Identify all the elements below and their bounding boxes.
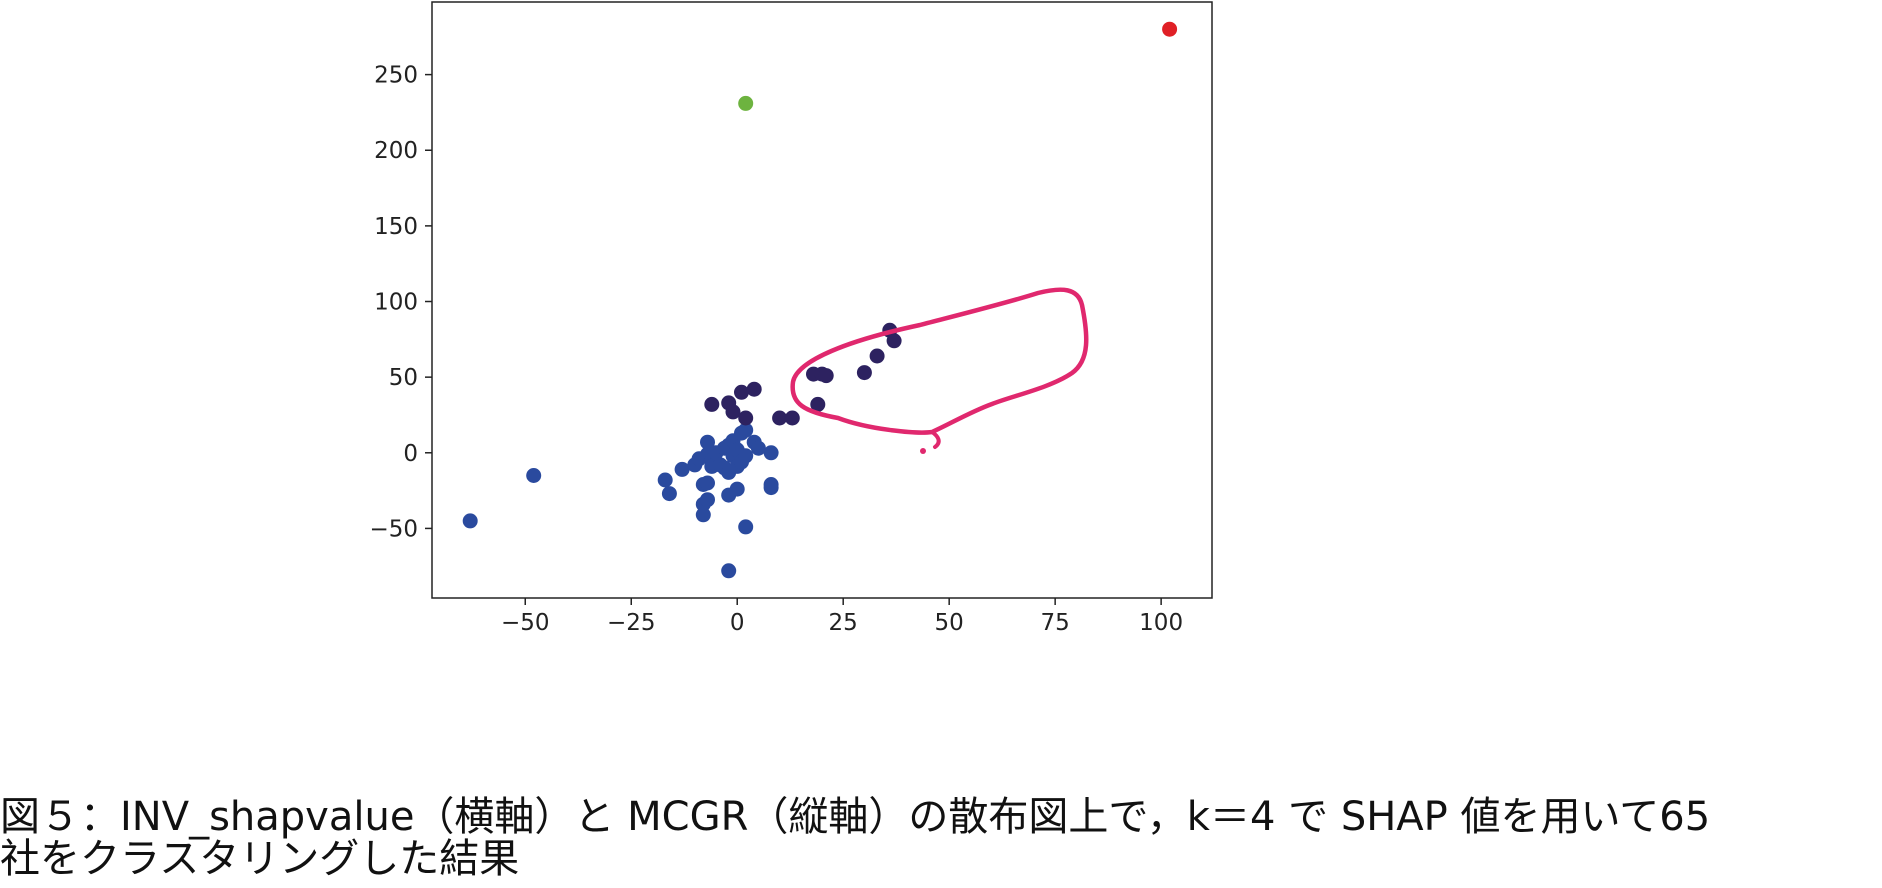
scatter-point [738,422,754,438]
annotation-dot [920,448,926,454]
scatter-point [738,95,754,111]
scatter-point [721,563,737,579]
scatter-point [856,365,872,381]
scatter-point [763,480,779,496]
scatter-point [869,348,885,364]
x-tick-label: −25 [607,610,656,636]
scatter-point [704,396,720,412]
scatter-point [700,475,715,491]
annotation-loop [790,287,1089,435]
y-tick-label: 150 [374,214,418,240]
scatter-point [746,381,762,397]
x-tick-label: 0 [730,610,745,636]
plot-frame [431,1,1213,599]
annotation-tail [930,430,941,449]
y-tick-label: −50 [369,516,418,542]
scatter-point [750,440,766,456]
scatter-point [657,472,673,488]
scatter-point [738,410,754,426]
figure-caption: 図５：INV_shapvalue（横軸）と MCGR（縦軸）の散布図上で，k＝4… [0,794,1711,882]
scatter-point [462,513,478,529]
x-tick-label: 25 [829,610,858,636]
y-tick-label: 50 [389,365,418,391]
x-tick-label: 50 [935,610,964,636]
scatter-point [738,519,754,535]
y-axis: −50 0 50 100 150 200 250 [369,63,432,542]
scatter-point [700,434,715,450]
scatter-point [738,448,754,464]
scatter-point [526,468,542,483]
scatter-point [886,333,902,349]
scatter-point [763,445,779,461]
scatter-point [734,384,749,400]
scatter-chart: −50 −25 0 25 50 75 100 −50 0 50 100 150 200 250 [369,1,1213,636]
y-tick-label: 200 [374,138,418,164]
scatter-point [818,368,834,384]
scatter-points [462,21,1178,579]
scatter-point [1162,21,1178,37]
x-tick-label: 75 [1041,610,1070,636]
x-tick-label: 100 [1139,610,1183,636]
scatter-point [700,492,715,508]
y-tick-label: 100 [374,290,418,316]
scatter-point [661,486,677,502]
x-tick-label: −50 [501,610,550,636]
scatter-point [695,507,711,523]
scatter-point [810,396,826,412]
scatter-point [674,461,690,477]
scatter-point [729,481,745,497]
x-axis: −50 −25 0 25 50 75 100 [501,598,1183,636]
scatter-point [725,404,741,420]
y-tick-label: 0 [403,441,418,467]
scatter-point [772,410,788,426]
y-tick-label: 250 [374,63,418,89]
scatter-point [784,410,800,426]
